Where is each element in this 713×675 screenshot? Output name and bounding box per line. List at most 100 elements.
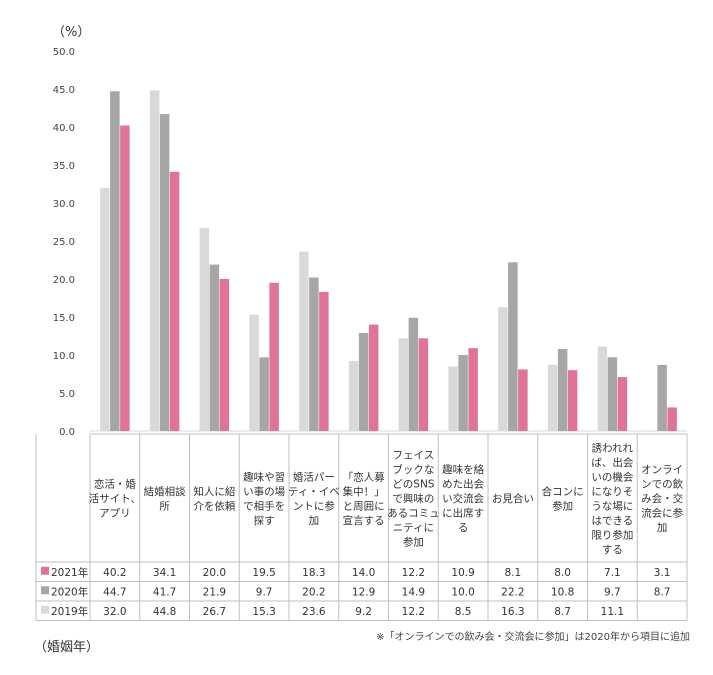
bar-2019年-2 xyxy=(199,228,210,431)
legend-swatch-2021年 xyxy=(41,566,49,575)
data-label-2021年-4: 18.3 xyxy=(302,567,325,579)
data-label-2019年-7: 8.5 xyxy=(455,606,472,618)
category-label-10: 誘われれば、出会いの機会になりそうな場にはできる限り参加する xyxy=(591,441,633,556)
data-label-2020年-7: 10.0 xyxy=(451,586,474,598)
bar-2019年-6 xyxy=(398,338,409,431)
data-label-2021年-7: 10.9 xyxy=(451,567,474,579)
bar-2019年-4 xyxy=(299,251,309,431)
data-label-2019年-6: 12.2 xyxy=(402,606,425,618)
bar-2019年-9 xyxy=(547,364,558,431)
data-label-2020年-5: 12.9 xyxy=(352,586,375,598)
data-label-2021年-1: 34.1 xyxy=(153,567,176,579)
y-tick-label: 15.0 xyxy=(53,313,75,324)
category-label-9: 合コンに参加 xyxy=(542,485,584,513)
bar-2020年-10 xyxy=(607,357,618,431)
category-label-6: フェイスブックなどのSNS で興味のあるコミュニティに参加 xyxy=(387,450,440,549)
bar-2021年-7 xyxy=(468,348,478,431)
bar-2019年-0 xyxy=(100,187,110,431)
bar-2021年-1 xyxy=(169,171,180,431)
data-label-2020年-2: 21.9 xyxy=(203,586,226,598)
category-label-7: 趣味を絡めた出会い交流会に出席する xyxy=(442,463,484,534)
bar-2019年-8 xyxy=(498,307,508,431)
bar-2020年-2 xyxy=(209,264,220,431)
bar-2019年-5 xyxy=(348,361,359,431)
data-label-2021年-11: 3.1 xyxy=(654,567,671,579)
legend-label-2019年: 2019年 xyxy=(51,605,88,618)
data-label-2020年-9: 10.8 xyxy=(551,586,574,598)
legend-swatch-2020年 xyxy=(41,586,49,595)
bar-2021年-4 xyxy=(319,291,329,431)
legend-label-2021年: 2021年 xyxy=(51,566,88,579)
bar-2021年-5 xyxy=(368,324,379,431)
y-tick-label: 40.0 xyxy=(53,123,75,134)
data-label-2021年-9: 8.0 xyxy=(554,567,571,579)
data-label-2020年-8: 22.2 xyxy=(501,586,524,598)
data-label-2020年-4: 20.2 xyxy=(302,586,325,598)
bar-2019年-3 xyxy=(249,314,259,431)
data-label-2019年-5: 9.2 xyxy=(355,606,372,618)
footer-label: （婚姻年） xyxy=(34,640,99,655)
y-tick-label: 0.0 xyxy=(59,427,75,438)
category-label-2: 知人に紹介を依頼 xyxy=(193,485,235,513)
bar-2020年-8 xyxy=(508,262,518,431)
data-label-2020年-11: 8.7 xyxy=(654,586,671,598)
data-label-2021年-0: 40.2 xyxy=(103,567,126,579)
data-label-2021年-3: 19.5 xyxy=(252,567,275,579)
bar-2020年-5 xyxy=(358,332,369,431)
category-label-0: 恋活・婚活サイト、アプリ xyxy=(89,478,141,520)
bar-2020年-3 xyxy=(259,357,269,431)
data-label-2019年-4: 23.6 xyxy=(302,606,326,618)
category-label-1: 結婚相談所 xyxy=(144,485,186,513)
category-label-8: お見合い xyxy=(492,492,534,505)
bar-2020年-0 xyxy=(110,91,120,431)
y-tick-label: 10.0 xyxy=(53,351,75,362)
y-tick-label: 50.0 xyxy=(53,47,75,58)
data-label-2020年-6: 14.9 xyxy=(402,586,425,598)
legend-swatch-2019年 xyxy=(41,605,49,614)
data-label-2021年-6: 12.2 xyxy=(402,567,425,579)
bar-2020年-7 xyxy=(458,355,468,431)
legend-label-2020年: 2020年 xyxy=(51,585,88,598)
data-label-2019年-0: 32.0 xyxy=(103,606,126,618)
category-label-5: 「恋人募集中！」と周囲に宣言する xyxy=(343,470,385,527)
data-label-2021年-8: 8.1 xyxy=(505,567,522,579)
data-label-2021年-10: 7.1 xyxy=(604,567,621,579)
data-label-2019年-1: 44.8 xyxy=(153,606,176,618)
data-label-2020年-10: 9.7 xyxy=(604,586,621,598)
bar-2021年-10 xyxy=(617,377,628,431)
y-tick-label: 25.0 xyxy=(53,237,75,248)
y-tick-label: 20.0 xyxy=(53,275,75,286)
data-label-2019年-9: 8.7 xyxy=(554,606,571,618)
y-tick-label: 35.0 xyxy=(53,161,75,172)
y-axis-unit-label: （%） xyxy=(52,25,90,40)
data-label-2020年-3: 9.7 xyxy=(256,586,273,598)
y-tick-label: 45.0 xyxy=(53,85,75,96)
chart-note: ※「オンラインでの飲み会・交流会に参加」は2020年から項目に追加 xyxy=(376,630,690,643)
bar-2019年-10 xyxy=(597,346,608,431)
data-label-2019年-8: 16.3 xyxy=(501,606,524,618)
data-label-2020年-0: 44.7 xyxy=(103,586,126,598)
bar-2021年-0 xyxy=(120,125,130,431)
data-label-2020年-1: 41.7 xyxy=(153,586,176,598)
category-label-3: 趣味や習い事の場で相手を探す xyxy=(243,470,285,527)
bar-2021年-3 xyxy=(269,282,279,431)
category-label-11: オンラインでの飲み会・交流会に参加 xyxy=(641,464,683,534)
bar-2019年-7 xyxy=(448,366,458,431)
data-label-2019年-3: 15.3 xyxy=(252,606,275,618)
category-label-4: 婚活パーティ・イベントに参加 xyxy=(288,470,340,527)
data-label-2019年-2: 26.7 xyxy=(203,606,226,618)
y-tick-label: 30.0 xyxy=(53,199,75,210)
data-label-2021年-2: 20.0 xyxy=(203,567,226,579)
bar-2020年-6 xyxy=(408,317,419,431)
bar-2020年-1 xyxy=(159,114,170,431)
y-tick-label: 5.0 xyxy=(59,389,75,400)
bar-2021年-6 xyxy=(418,338,429,431)
data-label-2019年-10: 11.1 xyxy=(601,606,624,618)
bar-2021年-2 xyxy=(219,279,230,431)
bar-2020年-11 xyxy=(657,364,667,431)
data-label-2021年-5: 14.0 xyxy=(352,567,375,579)
bar-2021年-11 xyxy=(667,407,677,431)
bar-2019年-1 xyxy=(149,90,160,432)
bar-2020年-9 xyxy=(557,348,568,431)
